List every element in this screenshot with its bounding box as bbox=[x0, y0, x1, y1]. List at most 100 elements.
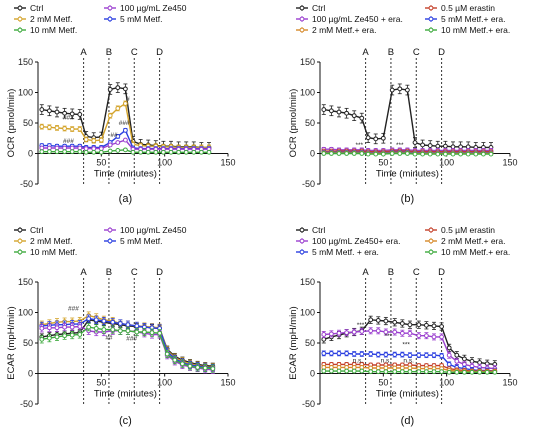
legend-label: 2 mM Metf. bbox=[30, 236, 73, 246]
injection-label-d: D bbox=[156, 267, 163, 278]
data-point bbox=[443, 151, 448, 157]
series-100-g-ml-ze450-era bbox=[321, 327, 498, 373]
data-point bbox=[427, 151, 433, 157]
legend-label: 2 mM Metf. bbox=[30, 14, 73, 24]
data-point bbox=[47, 325, 52, 331]
data-point bbox=[62, 149, 67, 155]
legend-label: 10 mM Metf. bbox=[30, 247, 77, 257]
data-point bbox=[187, 363, 193, 369]
data-point bbox=[351, 113, 357, 119]
legend-swatch-marker bbox=[17, 5, 23, 11]
data-point bbox=[439, 369, 445, 375]
data-point bbox=[336, 330, 342, 336]
data-point bbox=[405, 151, 410, 156]
data-point bbox=[47, 124, 52, 130]
legend-label: 5 mM Metf. bbox=[120, 236, 163, 246]
legend-label: 5 mM Metf. bbox=[120, 14, 163, 24]
data-point bbox=[484, 369, 490, 375]
legend: Ctrl 0.5 µM erastin 100 µg/mL Ze450 + era.… bbox=[296, 3, 510, 35]
injection-label-a: A bbox=[362, 267, 369, 278]
legend: Ctrl 100 µg/mL Ze450 2 mM Metf. 5 mM Metf. 1… bbox=[14, 3, 187, 35]
data-point bbox=[115, 134, 121, 139]
legend-swatch-marker bbox=[299, 238, 305, 244]
data-point bbox=[77, 126, 83, 132]
data-point bbox=[130, 149, 136, 155]
data-point bbox=[164, 351, 170, 357]
y-tick-label: -50 bbox=[20, 179, 33, 189]
y-tick-label: 150 bbox=[300, 277, 315, 287]
data-point bbox=[54, 325, 60, 331]
data-point bbox=[77, 112, 83, 117]
data-point bbox=[450, 151, 456, 157]
legend-swatch-marker bbox=[299, 27, 305, 33]
data-point bbox=[373, 136, 379, 142]
legend-label: 10 mM Metf.+ era. bbox=[441, 25, 510, 35]
data-point bbox=[123, 147, 128, 153]
data-point bbox=[392, 352, 398, 357]
series-10-mm-metf-era bbox=[321, 368, 498, 375]
data-point bbox=[107, 113, 113, 119]
legend-swatch-marker bbox=[17, 238, 23, 244]
data-point bbox=[405, 87, 410, 93]
legend-label: Ctrl bbox=[312, 3, 325, 13]
legend: Ctrl 0.5 µM erastin 100 µg/mL Ze450+ era. 2… bbox=[296, 225, 510, 257]
injection-label-b: B bbox=[388, 267, 394, 278]
y-tick-label: 0 bbox=[28, 369, 33, 379]
data-point bbox=[375, 369, 381, 375]
data-point bbox=[329, 368, 334, 374]
y-tick-label: 100 bbox=[300, 88, 315, 98]
data-point bbox=[69, 126, 75, 132]
data-point bbox=[180, 361, 185, 367]
data-point bbox=[407, 322, 413, 328]
data-point bbox=[431, 334, 437, 340]
data-point bbox=[115, 85, 121, 91]
injection-label-c: C bbox=[131, 267, 138, 278]
legend-swatch-marker bbox=[107, 238, 113, 244]
x-tick-label: 100 bbox=[439, 378, 454, 388]
data-point bbox=[39, 336, 45, 342]
y-axis-label: ECAR (mpH/min) bbox=[288, 306, 299, 379]
significance-label: ## bbox=[110, 132, 118, 139]
significance-label: ### bbox=[126, 336, 137, 343]
x-tick-label: 100 bbox=[157, 158, 172, 168]
significance-label: n.s. bbox=[403, 358, 414, 365]
data-point bbox=[389, 87, 395, 93]
data-point bbox=[47, 108, 52, 114]
legend-swatch-marker bbox=[299, 227, 305, 233]
y-axis-label: OCR (pmol/min) bbox=[6, 89, 17, 158]
legend-swatch-marker bbox=[17, 27, 23, 33]
data-point bbox=[83, 149, 89, 155]
data-point bbox=[488, 151, 494, 157]
data-point bbox=[54, 109, 60, 115]
data-point bbox=[123, 101, 128, 106]
data-point bbox=[359, 368, 365, 374]
x-tick-label: 150 bbox=[220, 378, 235, 388]
data-point bbox=[454, 352, 460, 358]
data-point bbox=[351, 368, 357, 374]
injection-label-a: A bbox=[80, 47, 87, 58]
data-point bbox=[344, 368, 350, 374]
data-point bbox=[424, 352, 429, 358]
data-point bbox=[195, 365, 201, 370]
legend-swatch-marker bbox=[299, 249, 305, 255]
y-tick-label: 100 bbox=[18, 88, 33, 98]
data-point bbox=[321, 151, 327, 156]
data-point bbox=[77, 332, 83, 337]
data-point bbox=[321, 336, 327, 342]
x-axis-label: Time (minutes) bbox=[94, 389, 157, 400]
injection-label-d: D bbox=[156, 47, 163, 58]
data-point bbox=[83, 137, 89, 142]
x-tick-label: 50 bbox=[378, 378, 388, 388]
data-point bbox=[321, 107, 327, 112]
data-point bbox=[397, 151, 403, 156]
data-point bbox=[115, 105, 121, 111]
data-point bbox=[199, 149, 204, 155]
data-point bbox=[123, 137, 128, 143]
data-point bbox=[110, 327, 116, 332]
series-10-mm-metf bbox=[39, 147, 212, 155]
x-tick-label: 50 bbox=[96, 378, 106, 388]
legend-swatch-marker bbox=[107, 227, 113, 233]
data-point bbox=[115, 148, 121, 153]
series-ctrl bbox=[321, 83, 494, 153]
